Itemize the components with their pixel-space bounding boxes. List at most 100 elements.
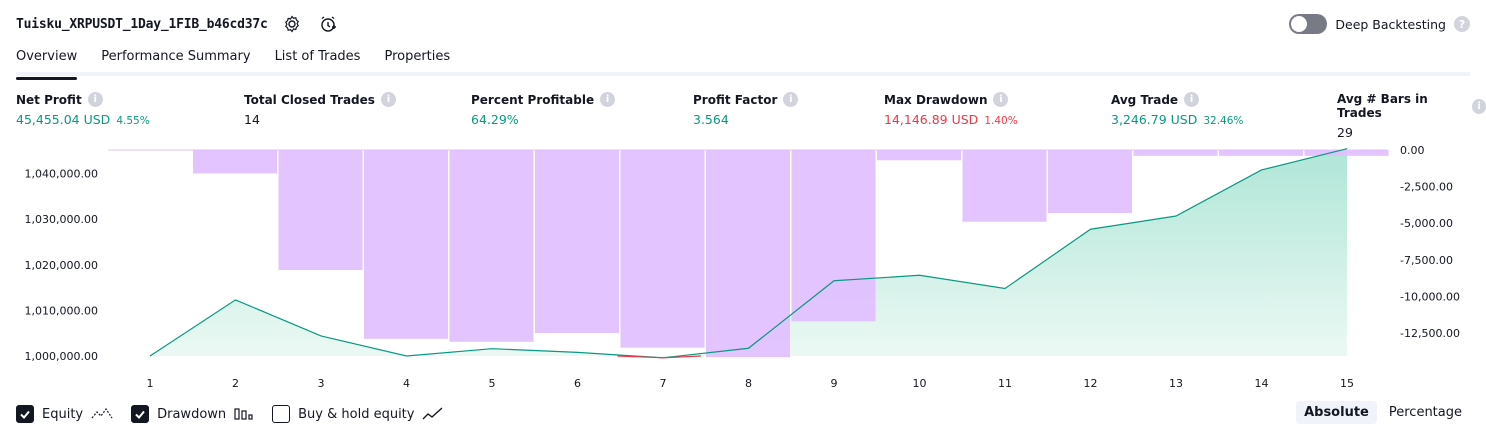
drawdown-bar xyxy=(1304,150,1389,156)
report-tabs: Overview Performance Summary List of Tra… xyxy=(16,46,1470,80)
drawdown-bar xyxy=(193,150,277,174)
metric-label: Percent Profitable xyxy=(471,92,595,107)
y-left-tick: 1,010,000.00 xyxy=(25,304,98,317)
metric-label: Net Profit xyxy=(16,92,82,107)
metric-percent-profitable: Percent Profitable i 64.29% xyxy=(471,92,616,127)
equity-line-icon xyxy=(91,407,113,419)
info-icon[interactable]: i xyxy=(1472,98,1486,114)
legend-drawdown[interactable]: Drawdown xyxy=(131,405,254,423)
x-tick: 2 xyxy=(232,377,239,390)
metric-label: Total Closed Trades xyxy=(244,92,375,107)
x-tick: 1 xyxy=(147,377,154,390)
check-icon xyxy=(20,410,30,419)
y-right-tick: -5,000.00 xyxy=(1400,217,1453,230)
y-left-tick: 1,040,000.00 xyxy=(25,168,98,181)
metric-total-closed-trades: Total Closed Trades i 14 xyxy=(244,92,396,127)
x-tick: 9 xyxy=(831,377,838,390)
legend-buyhold-label: Buy & hold equity xyxy=(298,406,415,422)
drawdown-bar xyxy=(877,150,961,161)
drawdown-bar xyxy=(1219,150,1303,156)
toggle-knob xyxy=(1291,16,1308,32)
metric-label: Profit Factor xyxy=(693,92,778,107)
metric-label: Avg Trade xyxy=(1111,92,1179,107)
drawdown-bar xyxy=(1133,150,1218,156)
info-icon[interactable]: i xyxy=(783,92,799,107)
alert-clock-icon[interactable] xyxy=(316,12,340,36)
tab-performance-summary[interactable]: Performance Summary xyxy=(101,49,251,64)
scale-switch: Absolute Percentage xyxy=(1296,401,1470,424)
metric-value: 64.29% xyxy=(471,112,519,127)
metric-label: Max Drawdown xyxy=(884,92,988,107)
metric-percent: 32.46% xyxy=(1203,115,1244,127)
x-tick: 8 xyxy=(745,377,752,390)
metric-percent: 4.55% xyxy=(116,115,150,127)
info-icon[interactable]: i xyxy=(380,92,396,107)
tab-overview[interactable]: Overview xyxy=(16,46,78,80)
help-icon[interactable]: ? xyxy=(1454,16,1470,32)
y-right-tick: -12,500.00 xyxy=(1400,327,1460,340)
deep-backtesting-toggle[interactable] xyxy=(1289,14,1328,34)
tab-list-of-trades[interactable]: List of Trades xyxy=(274,49,361,64)
deep-backtesting-label: Deep Backtesting xyxy=(1335,16,1446,32)
metric-profit-factor: Profit Factor i 3.564 xyxy=(693,92,799,127)
drawdown-bars-icon xyxy=(234,408,253,420)
info-icon[interactable]: i xyxy=(1184,92,1200,107)
settings-icon[interactable] xyxy=(280,12,304,36)
equity-area xyxy=(150,148,1347,358)
info-icon[interactable]: i xyxy=(600,92,616,107)
check-icon xyxy=(135,410,145,419)
equity-drawdown-chart[interactable]: 1,000,000.00 1,010,000.00 1,020,000.00 1,03… xyxy=(0,140,1486,398)
metric-value: 29 xyxy=(1337,125,1353,140)
metric-value: 14,146.89 USD xyxy=(884,112,979,127)
metric-value: 3.564 xyxy=(693,112,729,127)
buyhold-checkbox[interactable] xyxy=(272,405,291,423)
x-tick: 11 xyxy=(998,377,1012,390)
deep-backtesting: Deep Backtesting ? xyxy=(1289,12,1470,36)
drawdown-bar xyxy=(706,150,790,358)
legend-equity[interactable]: Equity xyxy=(16,405,113,423)
x-tick: 5 xyxy=(489,377,496,390)
y-right-tick: -10,000.00 xyxy=(1400,290,1460,303)
metric-avg-trade: Avg Trade i 3,246.79 USD 32.46% xyxy=(1111,92,1243,127)
legend-buyhold[interactable]: Buy & hold equity xyxy=(272,405,444,423)
metric-avg-bars: Avg # Bars in Trades i 29 xyxy=(1337,92,1486,140)
drawdown-bar xyxy=(791,150,876,322)
legend-equity-label: Equity xyxy=(42,406,84,422)
x-tick: 6 xyxy=(574,377,581,390)
info-icon[interactable]: i xyxy=(993,92,1009,107)
drawdown-bar xyxy=(1048,150,1132,213)
y-left-tick: 1,020,000.00 xyxy=(25,259,98,272)
absolute-button[interactable]: Absolute xyxy=(1296,401,1377,424)
metric-value: 3,246.79 USD xyxy=(1111,112,1198,127)
equity-below-start-line xyxy=(617,355,702,359)
chart-legend: Equity Drawdown Buy & hold equity xyxy=(16,403,444,425)
drawdown-bar xyxy=(535,150,619,333)
info-icon[interactable]: i xyxy=(87,92,103,107)
equity-line xyxy=(149,148,1348,359)
y-right-tick: 0.00 xyxy=(1400,144,1425,157)
strategy-title: Tuisku_XRPUSDT_1Day_1FIB_b46cd37c xyxy=(16,16,268,32)
metric-net-profit: Net Profit i 45,455.04 USD 4.55% xyxy=(16,92,150,127)
y-left-tick: 1,000,000.00 xyxy=(25,350,98,363)
drawdown-bar xyxy=(620,150,705,348)
legend-drawdown-label: Drawdown xyxy=(157,406,227,422)
x-tick: 3 xyxy=(318,377,325,390)
x-tick: 12 xyxy=(1084,377,1098,390)
percentage-button[interactable]: Percentage xyxy=(1388,405,1462,420)
strategy-header: Tuisku_XRPUSDT_1Day_1FIB_b46cd37c xyxy=(16,12,340,36)
drawdown-bar xyxy=(449,150,534,342)
x-tick: 4 xyxy=(403,377,410,390)
tab-properties[interactable]: Properties xyxy=(384,49,451,64)
x-tick: 7 xyxy=(660,377,667,390)
y-left-tick: 1,030,000.00 xyxy=(25,213,98,226)
drawdown-bar xyxy=(278,150,363,271)
buyhold-line-icon xyxy=(422,407,443,420)
y-right-tick: -2,500.00 xyxy=(1400,181,1453,194)
x-tick: 13 xyxy=(1169,377,1183,390)
x-tick: 15 xyxy=(1340,377,1354,390)
metric-value: 14 xyxy=(244,112,260,127)
x-tick: 14 xyxy=(1255,377,1269,390)
drawdown-checkbox[interactable] xyxy=(131,405,150,423)
equity-checkbox[interactable] xyxy=(16,405,34,423)
drawdown-bar xyxy=(364,150,448,339)
